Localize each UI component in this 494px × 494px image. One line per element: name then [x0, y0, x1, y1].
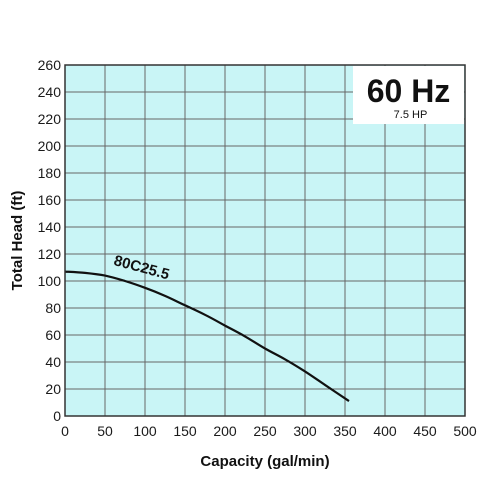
y-axis-title: Total Head (ft) [9, 191, 26, 291]
power-label: 7.5 HP [394, 109, 428, 121]
series-line-80c25-5 [64, 270, 350, 403]
frequency-badge [353, 66, 464, 124]
y-tick-label-3: 60 [45, 327, 61, 343]
x-tick-label-7: 350 [333, 423, 357, 439]
y-axis-ticks: 0 20 40 60 80 100 120 140 160 180 200 220 240 260 [38, 57, 62, 424]
x-tick-label-1: 50 [97, 423, 113, 439]
x-tick-label-8: 400 [373, 423, 397, 439]
y-tick-label-7: 140 [38, 219, 62, 235]
frequency-label: 60 Hz [367, 73, 451, 109]
y-tick-label-13: 260 [38, 57, 62, 73]
y-tick-label-11: 220 [38, 111, 62, 127]
x-tick-label-5: 250 [253, 423, 277, 439]
y-tick-label-4: 80 [45, 300, 61, 316]
x-tick-label-6: 300 [293, 423, 317, 439]
x-tick-label-3: 150 [173, 423, 197, 439]
x-axis-title: Capacity (gal/min) [200, 453, 329, 470]
y-tick-label-2: 40 [45, 354, 61, 370]
x-tick-label-10: 500 [453, 423, 477, 439]
x-tick-label-0: 0 [61, 423, 69, 439]
y-tick-label-9: 180 [38, 165, 62, 181]
y-tick-label-0: 0 [53, 408, 61, 424]
x-axis-ticks: 0 50 100 150 200 250 300 350 400 450 500 [61, 423, 477, 439]
x-tick-label-2: 100 [133, 423, 157, 439]
y-tick-label-5: 100 [38, 273, 62, 289]
y-tick-label-1: 20 [45, 381, 61, 397]
y-tick-label-8: 160 [38, 192, 62, 208]
y-tick-label-6: 120 [38, 246, 62, 262]
x-tick-label-4: 200 [213, 423, 237, 439]
plot-border [64, 64, 466, 417]
y-tick-label-10: 200 [38, 138, 62, 154]
x-tick-label-9: 450 [413, 423, 437, 439]
y-tick-label-12: 240 [38, 84, 62, 100]
